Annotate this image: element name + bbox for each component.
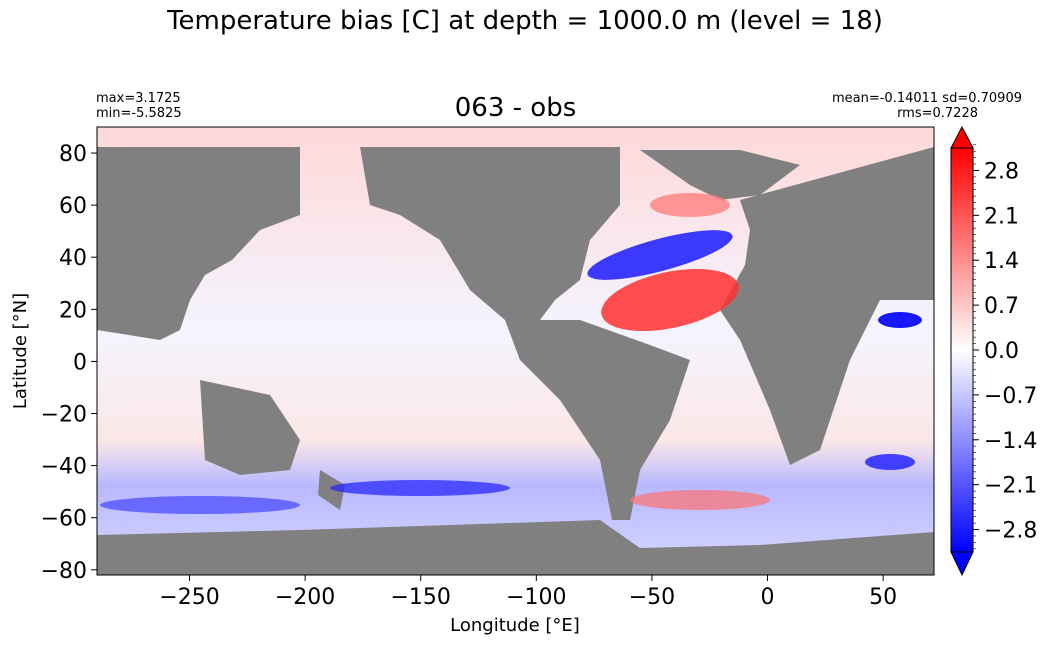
bias-feature-southern-cold-west [100, 496, 300, 514]
x-tick-label: 50 [869, 585, 897, 610]
land-mask [97, 147, 934, 575]
colorbar-extend-min [950, 551, 974, 577]
colorbar-gradient [950, 147, 974, 553]
plot-title: 063 - obs [454, 93, 577, 123]
bias-feature-nordic-warm [650, 193, 730, 217]
land-asia-east [97, 147, 230, 320]
map-area [97, 127, 934, 575]
y-axis: 80 60 40 20 0 −20 −40 −60 −80 [41, 142, 97, 584]
colorbar-tick-label: 1.4 [984, 249, 1019, 274]
colorbar-tick-label: 0.7 [984, 294, 1019, 319]
bias-feature-north-atlantic-cold [587, 230, 733, 280]
x-tick-label: −200 [275, 585, 335, 610]
x-axis: −250 −200 −150 −100 −50 0 50 [159, 575, 897, 610]
x-tick-label: 0 [761, 585, 775, 610]
colorbar-tick-label: 2.8 [984, 159, 1019, 184]
y-tick-label: −80 [41, 559, 87, 584]
map-frame [96, 126, 935, 576]
land-antarctica [97, 520, 934, 575]
stats-max-min: max=3.1725 min=-5.5825 [96, 91, 182, 121]
land-south-america [505, 320, 690, 520]
colorbar-tick-label: 0.0 [984, 339, 1019, 364]
colorbar-tick-label: −0.7 [984, 384, 1037, 409]
y-tick-label: 80 [59, 142, 87, 167]
land-australia [200, 380, 300, 475]
stat-rms: rms=0.7228 [897, 106, 978, 121]
colorbar-tick-label: −1.4 [984, 429, 1037, 454]
colorbar-extend-max [950, 125, 974, 149]
land-north-america [360, 147, 620, 320]
x-tick-label: −50 [629, 585, 675, 610]
bias-feature-north-atlantic-warm [601, 268, 739, 332]
x-tick-label: −250 [159, 585, 219, 610]
land-europe-africa [720, 147, 934, 465]
y-tick-label: 20 [59, 298, 87, 323]
colorbar: 2.8 2.1 1.4 0.7 0.0 −0.7 −1.4 −2.1 −2.8 [950, 125, 1037, 577]
figure-suptitle: Temperature bias [C] at depth = 1000.0 m… [167, 6, 883, 36]
y-axis-label: Latitude [°N] [10, 293, 31, 409]
x-tick-label: −100 [506, 585, 566, 610]
colorbar-tick-label: 2.1 [984, 204, 1019, 229]
colorbar-ticks: 2.8 2.1 1.4 0.7 0.0 −0.7 −1.4 −2.1 −2.8 [973, 144, 1037, 550]
y-tick-label: −20 [41, 403, 87, 428]
y-tick-label: 0 [73, 350, 87, 375]
stat-min: min=-5.5825 [96, 106, 182, 121]
y-tick-label: −60 [41, 507, 87, 532]
y-tick-label: 60 [59, 194, 87, 219]
bias-feature-southern-cold [330, 480, 510, 496]
y-tick-label: 40 [59, 246, 87, 271]
bias-feature-indian-southern-cold [865, 454, 915, 470]
bias-feature-arabian-cold [878, 312, 922, 328]
land-greenland [640, 150, 800, 200]
stat-max: max=3.1725 [96, 91, 181, 106]
x-axis-label: Longitude [°E] [450, 615, 580, 636]
stat-mean-sd: mean=-0.14011 sd=0.70909 [831, 91, 1022, 106]
stats-mean-sd-rms: mean=-0.14011 sd=0.70909 rms=0.7228 [0, 91, 1050, 121]
x-tick-label: −150 [390, 585, 450, 610]
y-tick-label: −40 [41, 455, 87, 480]
colorbar-tick-label: −2.8 [984, 519, 1037, 544]
bias-feature-south-atlantic-warm [630, 490, 770, 510]
land-new-zealand [318, 470, 345, 510]
colorbar-tick-label: −2.1 [984, 474, 1037, 499]
